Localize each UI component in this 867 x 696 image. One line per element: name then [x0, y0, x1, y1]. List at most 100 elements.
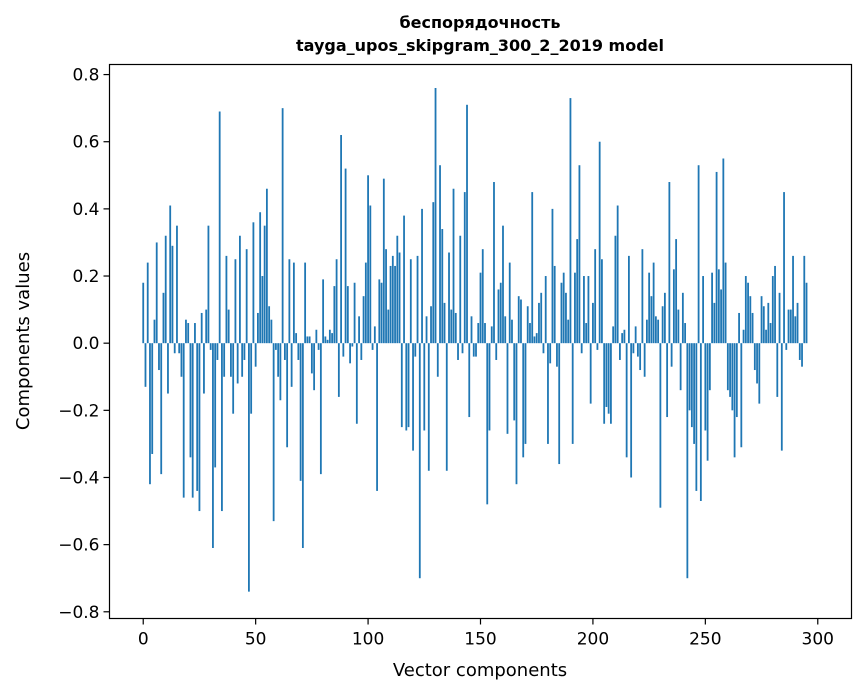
bar: [794, 316, 797, 344]
bar: [171, 245, 174, 344]
bar: [214, 343, 217, 468]
bar: [504, 316, 507, 344]
bar: [603, 343, 606, 424]
bar: [371, 343, 374, 350]
bar: [364, 262, 367, 344]
x-tick-label: 50: [245, 630, 267, 650]
bar: [598, 141, 601, 344]
bar: [708, 343, 711, 391]
bar: [535, 333, 538, 344]
bar: [279, 343, 282, 401]
y-tick-label: −0.4: [58, 468, 99, 488]
x-tick-label: 200: [577, 630, 609, 650]
bar: [373, 326, 376, 344]
bar: [760, 296, 763, 344]
bar: [216, 343, 219, 360]
bar: [250, 343, 253, 414]
x-tick-label: 0: [138, 630, 149, 650]
bar: [522, 343, 525, 458]
bar: [650, 296, 653, 344]
bar: [771, 276, 774, 344]
bar: [169, 205, 172, 344]
bar: [623, 329, 626, 344]
bar: [619, 343, 621, 360]
bar: [508, 262, 511, 344]
bar: [690, 343, 693, 428]
bar: [167, 343, 169, 394]
bar: [517, 296, 520, 344]
bar: [407, 343, 410, 428]
bar: [610, 343, 612, 424]
bar: [531, 192, 534, 344]
bar: [349, 343, 351, 364]
bar: [495, 343, 498, 360]
bar: [187, 323, 190, 344]
bar: [792, 255, 794, 344]
bar: [621, 333, 624, 344]
bar: [225, 255, 228, 344]
bar: [497, 289, 500, 344]
bar: [344, 168, 347, 344]
bar: [254, 343, 257, 367]
bar: [252, 222, 255, 344]
bar: [722, 158, 725, 344]
bar: [142, 282, 145, 344]
bar: [654, 316, 657, 344]
x-tick-label: 150: [464, 630, 496, 650]
bar: [747, 282, 749, 344]
bar: [515, 343, 518, 485]
bar: [423, 343, 426, 431]
bar: [164, 235, 167, 344]
bar: [463, 192, 466, 344]
bar: [585, 323, 588, 344]
bar: [776, 343, 779, 397]
bar: [502, 225, 504, 344]
bar: [560, 282, 563, 344]
bar: [706, 343, 709, 461]
bar: [315, 329, 318, 344]
bar: [346, 286, 349, 344]
bar: [427, 343, 430, 471]
bar: [506, 343, 509, 434]
bar: [328, 329, 331, 344]
bar: [567, 319, 570, 344]
bar: [292, 262, 295, 344]
bar: [358, 316, 360, 344]
bar: [731, 343, 734, 411]
bar: [472, 343, 475, 357]
bar: [457, 343, 459, 360]
bar: [720, 289, 722, 344]
bar: [511, 319, 513, 344]
bar: [729, 343, 731, 397]
y-tick-label: 0.6: [72, 133, 99, 153]
bar: [412, 343, 414, 451]
bar: [520, 299, 522, 344]
bar: [639, 343, 642, 371]
bar: [209, 343, 212, 350]
bar: [670, 343, 673, 367]
bar: [205, 309, 208, 344]
bar: [574, 272, 576, 344]
bar: [243, 343, 246, 360]
bar: [283, 343, 286, 360]
bar: [466, 104, 468, 344]
bar: [735, 343, 738, 418]
bar: [479, 272, 482, 344]
bar: [367, 175, 369, 344]
bar: [403, 215, 405, 344]
bar: [643, 343, 646, 377]
bar: [765, 329, 767, 344]
bar: [688, 343, 691, 411]
bar: [353, 282, 356, 344]
chart-subtitle: tayga_upos_skipgram_300_2_2019 model: [296, 36, 664, 55]
bar: [785, 343, 788, 350]
bar: [459, 235, 462, 344]
bar: [194, 323, 196, 344]
bar: [306, 336, 309, 344]
bar: [605, 343, 608, 407]
y-tick-label: 0.8: [72, 66, 99, 86]
bar: [248, 343, 250, 592]
bar: [601, 259, 603, 344]
bar: [695, 343, 698, 491]
bar: [805, 282, 808, 344]
